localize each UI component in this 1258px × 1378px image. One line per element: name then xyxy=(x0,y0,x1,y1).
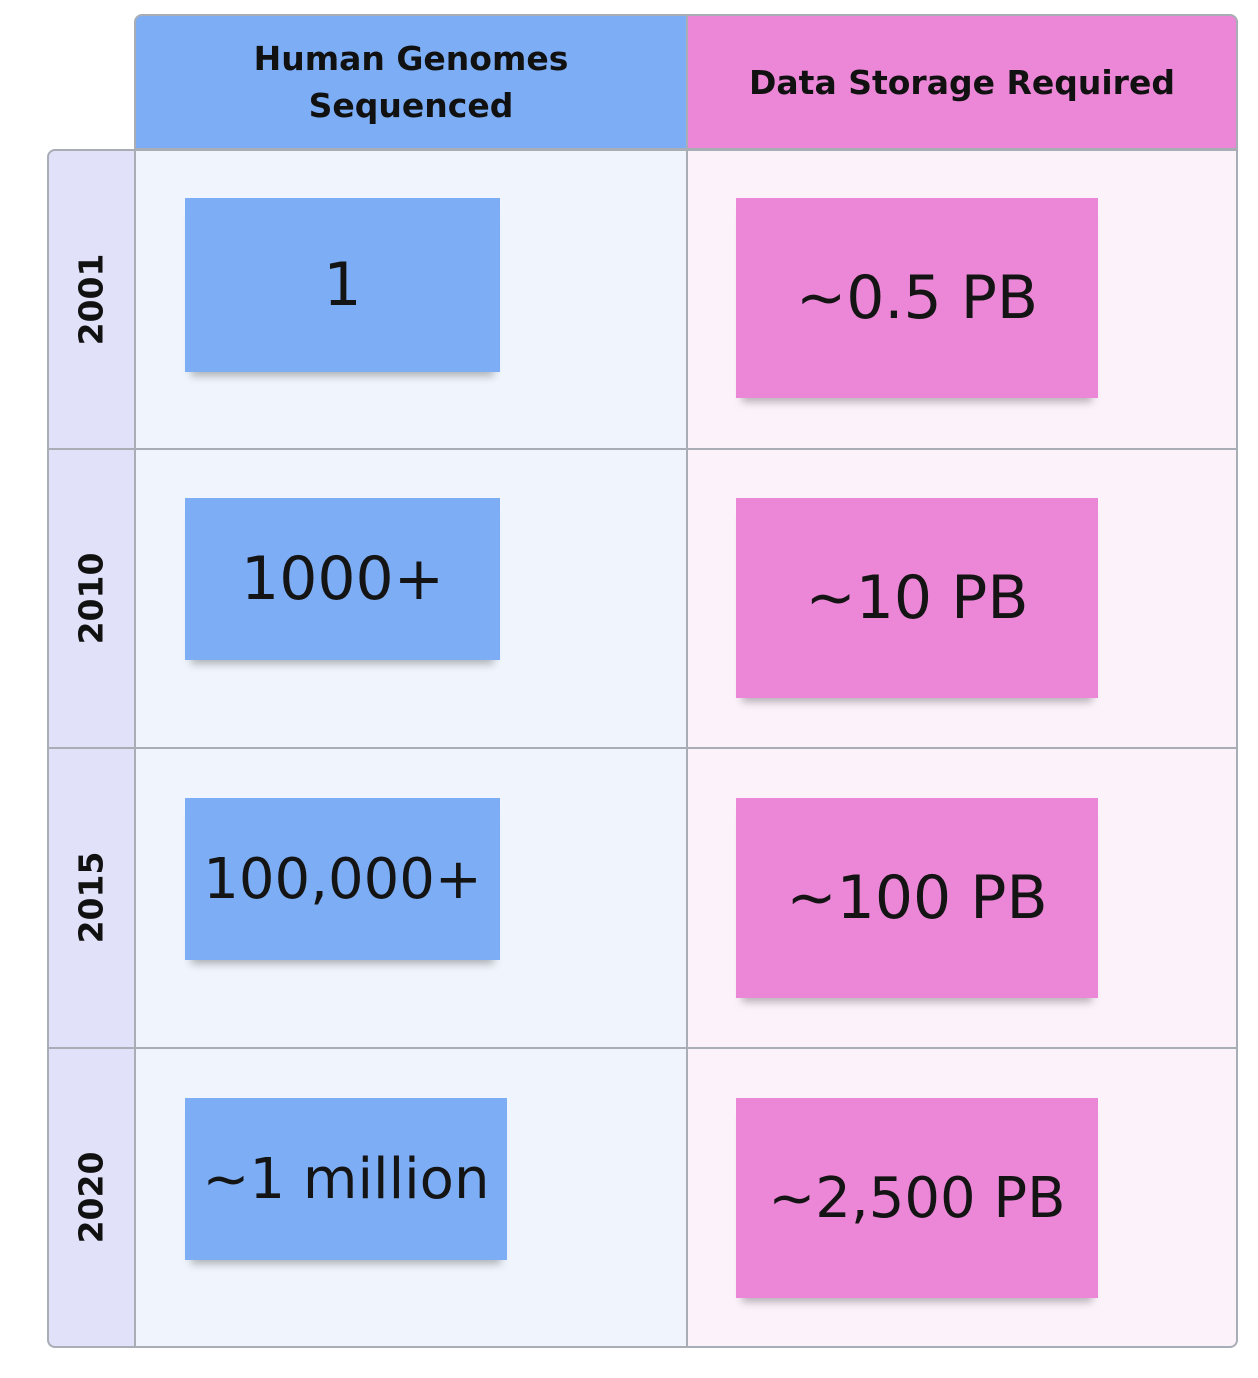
year-label-2010: 2010 xyxy=(47,448,135,748)
storage-note-2020: ~2,500 PB xyxy=(736,1098,1098,1298)
year-label-2001: 2001 xyxy=(47,149,135,449)
storage-value: ~10 PB xyxy=(805,563,1029,633)
genomes-value: 1 xyxy=(323,250,362,320)
genomes-value: 1000+ xyxy=(241,544,444,614)
genomes-note-2010: 1000+ xyxy=(185,498,500,660)
row-divider xyxy=(47,1047,1238,1049)
row-divider xyxy=(47,747,1238,749)
year-text: 2010 xyxy=(71,552,111,644)
storage-value: ~100 PB xyxy=(786,863,1048,933)
header-genomes-line-2: Sequenced xyxy=(308,86,514,125)
genomes-value: 100,000+ xyxy=(203,846,482,912)
header-genomes-line-1: Human Genomes xyxy=(253,39,569,78)
row-divider xyxy=(47,448,1238,450)
header-human-genomes-sequenced: Human Genomes Sequenced xyxy=(134,14,686,150)
genomes-note-2001: 1 xyxy=(185,198,500,372)
header-storage-label: Data Storage Required xyxy=(749,62,1175,102)
year-label-2020: 2020 xyxy=(47,1047,135,1347)
year-label-2015: 2015 xyxy=(47,747,135,1047)
genomes-note-2015: 100,000+ xyxy=(185,798,500,960)
storage-value: ~2,500 PB xyxy=(768,1165,1066,1231)
storage-note-2001: ~0.5 PB xyxy=(736,198,1098,398)
genomes-note-2020: ~1 million xyxy=(185,1098,507,1260)
year-text: 2001 xyxy=(71,253,111,345)
storage-value: ~0.5 PB xyxy=(795,263,1039,333)
genomes-value: ~1 million xyxy=(202,1146,490,1212)
storage-note-2010: ~10 PB xyxy=(736,498,1098,698)
year-text: 2020 xyxy=(71,1151,111,1243)
storage-note-2015: ~100 PB xyxy=(736,798,1098,998)
header-data-storage-required: Data Storage Required xyxy=(686,14,1238,150)
year-text: 2015 xyxy=(71,851,111,943)
